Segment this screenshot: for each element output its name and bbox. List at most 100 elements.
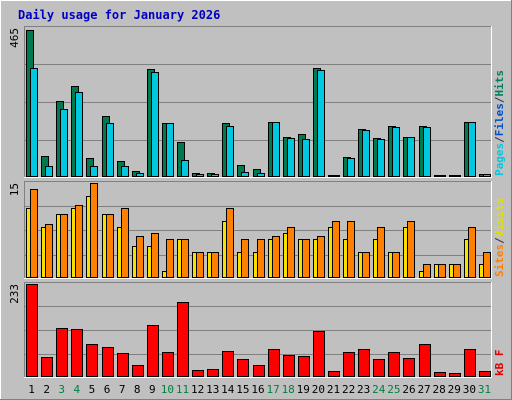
x-tick-label: 5 — [89, 383, 96, 396]
legend-entry: / — [493, 96, 506, 103]
bar — [343, 352, 355, 377]
bar — [151, 233, 159, 278]
bar — [423, 127, 431, 177]
y-axis-max-label: 233 — [8, 284, 21, 304]
bar — [181, 239, 189, 278]
bar — [272, 122, 280, 177]
bar — [211, 174, 219, 177]
bar — [45, 166, 53, 177]
bar — [302, 239, 310, 278]
bar — [222, 351, 234, 377]
bar — [60, 214, 68, 278]
bar — [453, 264, 461, 278]
legend-entry: kB F — [493, 350, 506, 377]
bar — [317, 70, 325, 177]
bar — [253, 365, 265, 377]
x-tick-label: 17 — [266, 383, 279, 396]
x-tick-label: 4 — [74, 383, 81, 396]
bar — [287, 138, 295, 177]
legend-entry: Hits — [493, 70, 506, 97]
bar — [283, 355, 295, 377]
series-kb-f — [26, 284, 491, 377]
bar — [272, 236, 280, 278]
bar — [117, 353, 129, 377]
x-tick-label: 12 — [191, 383, 204, 396]
legend-entry: / — [493, 237, 506, 244]
bar — [298, 356, 310, 377]
bar — [438, 264, 446, 278]
series-sites — [30, 183, 491, 278]
bar — [45, 224, 53, 278]
y-axis-max-label: 465 — [8, 28, 21, 48]
bar — [241, 239, 249, 278]
legend-entry: Files — [493, 103, 506, 136]
bar — [287, 227, 295, 278]
bar — [60, 109, 68, 177]
bar — [419, 344, 431, 377]
bar — [121, 166, 129, 177]
bar — [434, 372, 446, 377]
bar — [196, 252, 204, 278]
x-tick-label: 25 — [387, 383, 400, 396]
legend-entry: Visits — [493, 198, 506, 238]
bar — [388, 352, 400, 377]
bar — [75, 92, 83, 177]
y-axis-max-label: 15 — [8, 183, 21, 196]
bar — [121, 208, 129, 278]
bar — [207, 369, 219, 377]
bar — [226, 126, 234, 177]
x-tick-label: 15 — [236, 383, 249, 396]
x-tick-label: 30 — [463, 383, 476, 396]
x-tick-label: 27 — [417, 383, 430, 396]
bar — [313, 331, 325, 377]
bar — [268, 349, 280, 377]
bar — [464, 349, 476, 377]
bar — [362, 252, 370, 278]
bar — [453, 175, 461, 177]
chart-title: Daily usage for January 2026 — [18, 8, 220, 22]
legend-entry: / — [493, 136, 506, 143]
bar — [90, 183, 98, 278]
x-tick-label: 6 — [104, 383, 111, 396]
bar — [407, 137, 415, 177]
bar — [347, 221, 355, 278]
panel-legend: kB F — [493, 350, 506, 377]
bar — [449, 373, 461, 377]
bar — [407, 221, 415, 278]
bar — [181, 160, 189, 177]
bar — [71, 329, 83, 377]
bar — [106, 214, 114, 278]
x-tick-label: 24 — [372, 383, 386, 396]
x-tick-label: 10 — [161, 383, 174, 396]
panel-legend: Pages/Files/Hits — [493, 70, 506, 176]
bar — [392, 127, 400, 177]
bar — [106, 123, 114, 177]
bar — [177, 302, 189, 377]
bar — [56, 328, 68, 377]
x-tick-label: 11 — [176, 383, 189, 396]
bar — [479, 371, 491, 377]
bar — [147, 325, 159, 377]
bar — [132, 365, 144, 377]
x-tick-label: 1 — [28, 383, 35, 396]
x-tick-label: 22 — [342, 383, 355, 396]
bar — [241, 172, 249, 177]
bar — [332, 221, 340, 278]
x-tick-label: 20 — [312, 383, 325, 396]
bar — [483, 174, 491, 177]
bar — [26, 284, 38, 377]
bar — [257, 239, 265, 278]
bar — [468, 227, 476, 278]
bar — [373, 359, 385, 377]
panel-visits_sites: 15 Sites/Visits — [8, 181, 506, 279]
legend-entry: Pages — [493, 143, 506, 176]
legend-entry: Sites — [493, 244, 506, 277]
bar — [483, 252, 491, 278]
x-tick-label: 23 — [357, 383, 370, 396]
x-tick-label: 26 — [402, 383, 415, 396]
x-tick-label: 28 — [433, 383, 446, 396]
x-tick-label: 21 — [327, 383, 340, 396]
